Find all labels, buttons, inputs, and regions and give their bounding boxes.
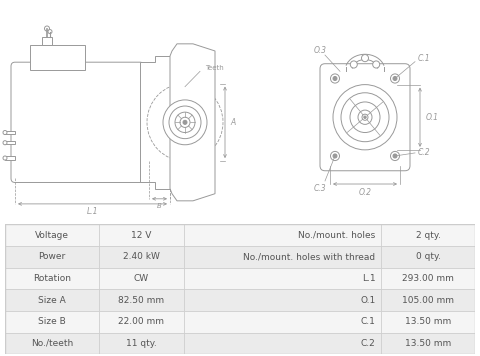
Bar <box>183 333 381 354</box>
Text: L.1: L.1 <box>362 274 375 283</box>
Bar <box>99 289 183 311</box>
Bar <box>5 157 15 159</box>
Bar <box>99 224 183 246</box>
Bar <box>381 333 475 354</box>
Circle shape <box>3 131 7 135</box>
Circle shape <box>331 151 339 161</box>
Polygon shape <box>170 44 215 201</box>
Text: 22.00 mm: 22.00 mm <box>118 317 164 326</box>
Bar <box>5 333 99 354</box>
Bar <box>183 311 381 333</box>
Text: No./mount. holes: No./mount. holes <box>298 231 375 240</box>
Bar <box>5 246 99 268</box>
Circle shape <box>3 141 7 145</box>
Circle shape <box>48 30 52 33</box>
Circle shape <box>183 120 187 124</box>
FancyBboxPatch shape <box>320 64 410 171</box>
Bar <box>5 141 15 144</box>
Circle shape <box>361 54 369 62</box>
Circle shape <box>350 61 357 68</box>
Circle shape <box>391 74 399 83</box>
Bar <box>183 268 381 289</box>
Circle shape <box>163 100 207 145</box>
Text: 105.00 mm: 105.00 mm <box>402 295 454 305</box>
Circle shape <box>358 110 372 124</box>
Circle shape <box>180 117 190 127</box>
Text: C.3: C.3 <box>314 184 326 193</box>
Bar <box>183 224 381 246</box>
Polygon shape <box>140 56 170 189</box>
Bar <box>30 45 85 70</box>
Text: O.1: O.1 <box>425 113 439 122</box>
Bar <box>381 246 475 268</box>
Circle shape <box>362 114 368 120</box>
Circle shape <box>3 156 7 160</box>
Circle shape <box>341 93 389 142</box>
Bar <box>381 268 475 289</box>
Text: Power: Power <box>38 252 65 261</box>
Text: CW: CW <box>133 274 149 283</box>
Circle shape <box>45 26 49 31</box>
Text: C.1: C.1 <box>360 317 375 326</box>
Circle shape <box>350 102 380 132</box>
Text: 2 qty.: 2 qty. <box>416 231 441 240</box>
Bar <box>99 246 183 268</box>
Text: Teeth: Teeth <box>205 65 224 71</box>
Bar <box>5 131 15 134</box>
Circle shape <box>372 61 380 68</box>
Bar <box>99 311 183 333</box>
Circle shape <box>364 116 366 119</box>
Bar <box>5 289 99 311</box>
Circle shape <box>169 106 201 138</box>
Bar <box>99 268 183 289</box>
Bar <box>183 246 381 268</box>
Text: 0 qty.: 0 qty. <box>416 252 441 261</box>
Text: 12 V: 12 V <box>131 231 151 240</box>
Bar <box>42 37 52 45</box>
Text: 11 qty.: 11 qty. <box>126 339 156 348</box>
Circle shape <box>391 151 399 161</box>
Text: B: B <box>157 203 162 209</box>
Circle shape <box>147 84 223 161</box>
Text: 2.40 kW: 2.40 kW <box>123 252 160 261</box>
Text: 13.50 mm: 13.50 mm <box>405 339 451 348</box>
Text: 82.50 mm: 82.50 mm <box>118 295 164 305</box>
Text: A: A <box>230 118 236 127</box>
Bar <box>5 224 99 246</box>
Bar <box>381 224 475 246</box>
Text: No./teeth: No./teeth <box>31 339 73 348</box>
Text: C.1: C.1 <box>418 54 431 63</box>
Bar <box>99 333 183 354</box>
Bar <box>5 311 99 333</box>
Circle shape <box>393 77 397 80</box>
Text: C.2: C.2 <box>418 148 431 157</box>
FancyBboxPatch shape <box>11 62 144 183</box>
Text: Voltage: Voltage <box>35 231 69 240</box>
Text: 293.00 mm: 293.00 mm <box>402 274 454 283</box>
Text: O.1: O.1 <box>360 295 375 305</box>
Text: Rotation: Rotation <box>33 274 71 283</box>
Circle shape <box>331 74 339 83</box>
Bar <box>183 289 381 311</box>
Text: Size B: Size B <box>38 317 66 326</box>
Circle shape <box>333 85 397 150</box>
Text: O.3: O.3 <box>313 47 326 56</box>
Bar <box>381 311 475 333</box>
Circle shape <box>333 77 337 80</box>
Text: C.2: C.2 <box>361 339 375 348</box>
Text: O.2: O.2 <box>359 188 372 197</box>
Text: 13.50 mm: 13.50 mm <box>405 317 451 326</box>
Text: Size A: Size A <box>38 295 66 305</box>
Bar <box>381 289 475 311</box>
Circle shape <box>175 112 195 132</box>
Text: L.1: L.1 <box>87 206 98 215</box>
Bar <box>5 268 99 289</box>
Text: No./mount. holes with thread: No./mount. holes with thread <box>243 252 375 261</box>
Circle shape <box>333 154 337 158</box>
Circle shape <box>393 154 397 158</box>
